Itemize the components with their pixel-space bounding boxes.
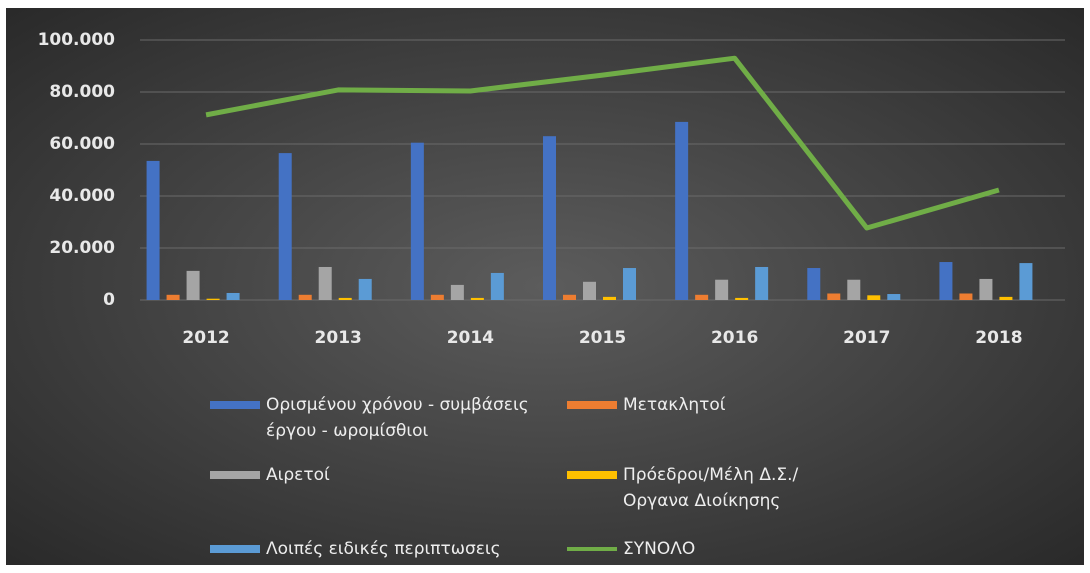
legend-swatch: [210, 401, 260, 409]
x-tick-label: 2015: [579, 328, 626, 348]
y-tick-label: 100.000: [38, 30, 116, 50]
bar: [603, 296, 616, 300]
legend-entry: Λοιπές ειδικές περιπτωσεις: [210, 536, 560, 562]
legend-label: ΣΥΝΟΛΟ: [623, 539, 696, 559]
legend-label: Αιρετοί: [266, 465, 330, 485]
bar: [278, 153, 292, 300]
bar: [695, 294, 709, 300]
bar: [410, 142, 424, 300]
x-tick-label: 2017: [843, 328, 890, 348]
bar: [450, 284, 464, 300]
bar: [715, 279, 729, 300]
bar: [939, 262, 953, 300]
bar: [563, 294, 576, 300]
bar: [543, 136, 556, 300]
y-tick-label: 40.000: [49, 186, 115, 206]
bar: [675, 121, 689, 301]
bar: [358, 278, 372, 300]
bar: [318, 266, 332, 300]
bar: [298, 294, 312, 300]
legend-swatch: [567, 401, 617, 409]
bar: [623, 268, 636, 300]
line-series: [205, 55, 1000, 231]
bar: [959, 293, 973, 300]
legend-entry: Ορισμένου χρόνου - συμβάσεις έργου - ωρο…: [210, 392, 560, 444]
bar: [807, 268, 821, 300]
legend-entry: Πρόεδροι/Μέλη Δ.Σ./ Οργανα Διοίκησης: [567, 462, 897, 514]
bar: [470, 297, 484, 300]
legend-label: Ορισμένου χρόνου - συμβάσεις έργου - ωρο…: [266, 395, 529, 441]
legend-label: Μετακλητοί: [623, 395, 726, 415]
legend-entry: Αιρετοί: [210, 462, 560, 488]
x-tick-label: 2018: [975, 328, 1022, 348]
x-tick-label: 2013: [315, 328, 362, 348]
bar: [1019, 263, 1033, 300]
bar: [206, 298, 220, 300]
legend-label: Πρόεδροι/Μέλη Δ.Σ./ Οργανα Διοίκησης: [623, 465, 799, 511]
legend-swatch: [567, 547, 617, 551]
bar: [999, 296, 1013, 300]
bar: [755, 266, 769, 300]
legend-entry: Μετακλητοί: [567, 392, 897, 418]
legend-label: Λοιπές ειδικές περιπτωσεις: [266, 539, 501, 559]
bar: [490, 272, 504, 300]
y-tick-label: 80.000: [49, 82, 115, 102]
x-tick-label: 2014: [447, 328, 494, 348]
bar: [430, 294, 444, 300]
bar: [166, 294, 180, 300]
bar: [827, 293, 841, 300]
legend-entry: ΣΥΝΟΛΟ: [567, 536, 897, 562]
x-tick-label: 2012: [182, 328, 229, 348]
bar: [735, 297, 749, 300]
legend-swatch: [210, 471, 260, 479]
bar: [146, 160, 160, 300]
bar: [979, 278, 993, 300]
bar: [186, 270, 200, 300]
bar: [887, 294, 901, 300]
y-tick-label: 60.000: [49, 134, 115, 154]
bar: [867, 295, 881, 300]
bar: [847, 279, 861, 300]
bar: [583, 281, 596, 300]
y-tick-label: 0: [103, 290, 115, 310]
legend-swatch: [210, 545, 260, 553]
x-tick-label: 2016: [711, 328, 758, 348]
bar: [338, 297, 352, 300]
legend-swatch: [567, 471, 617, 479]
bar: [226, 292, 240, 300]
y-tick-label: 20.000: [49, 238, 115, 258]
